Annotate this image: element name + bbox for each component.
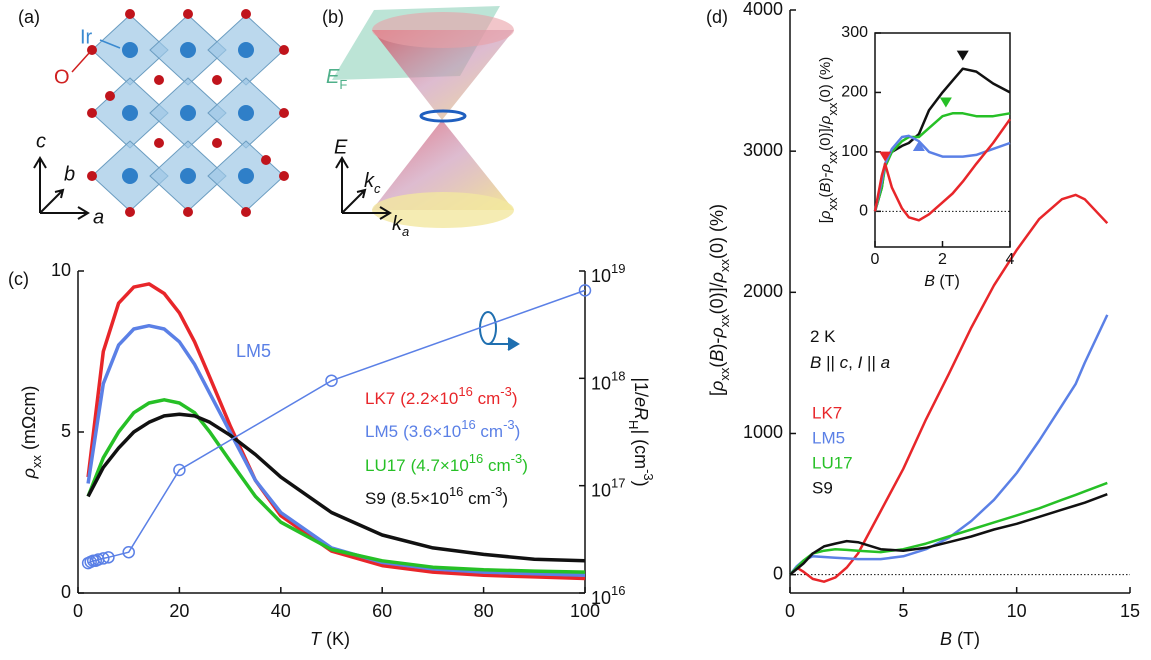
y-tick-label: 0 — [61, 582, 71, 602]
x-axis-label: B (T) — [940, 629, 980, 649]
y2-tick-label: 1019 — [591, 261, 626, 286]
legend-entry: LM5 — [812, 428, 845, 447]
y-axis-label: [ρxx(B)-ρxx(0)]/ρxx(0) (%) — [817, 57, 840, 223]
axis-label: ka — [392, 213, 409, 239]
data-line — [789, 493, 1108, 576]
y-tick-label: 3000 — [743, 140, 783, 160]
x-tick-label: 4 — [1006, 251, 1015, 268]
fermi-label: EF — [326, 66, 347, 92]
legend-entry: LU17 — [812, 453, 853, 472]
data-line — [789, 314, 1109, 576]
data-line — [873, 118, 1012, 222]
x-tick-label: 5 — [898, 601, 908, 621]
data-line — [873, 134, 1011, 212]
y2-tick-label: 1016 — [591, 583, 626, 608]
y-tick-label: 1000 — [743, 422, 783, 442]
data-point — [325, 374, 338, 387]
legend-entry: LM5 (3.6×1016 cm-3) — [365, 417, 520, 442]
peak-marker — [879, 151, 892, 162]
data-point — [97, 552, 110, 565]
connector-line — [87, 289, 586, 564]
x-tick-label: 60 — [372, 601, 392, 621]
legend-entry: LK7 — [812, 403, 842, 422]
y-tick-label: 4000 — [743, 0, 783, 19]
axis-label: E — [334, 136, 348, 158]
legend-entry: LU17 (4.7×1016 cm-3) — [365, 451, 528, 476]
y2-axis-label: |1/eRH| (cm-3) — [626, 377, 656, 486]
data-line — [789, 193, 1109, 583]
data-line — [789, 481, 1108, 576]
data-point — [173, 463, 186, 477]
crystal-structure — [33, 9, 289, 220]
x-tick-label: 0 — [73, 601, 83, 621]
annotation: 2 K — [810, 327, 836, 346]
x-axis-label: T (K) — [310, 629, 350, 649]
data-line — [86, 282, 586, 581]
axis-label: kc — [364, 170, 381, 196]
x-tick-label: 15 — [1120, 601, 1140, 621]
legend-entry: S9 — [812, 478, 833, 497]
y2-tick-label: 1018 — [591, 368, 626, 393]
x-tick-label: 100 — [570, 601, 600, 621]
data-point — [122, 545, 135, 559]
y-tick-label: 10 — [51, 260, 71, 280]
annotation: B || c, I || a — [810, 353, 890, 372]
x-tick-label: 40 — [271, 601, 291, 621]
axis-switch-arrow — [479, 311, 520, 351]
peak-marker — [939, 97, 952, 108]
axis-label: a — [93, 206, 104, 228]
y-tick-label: 2000 — [743, 281, 783, 301]
axis-label: b — [64, 163, 75, 185]
panel-label: (a) — [18, 7, 40, 27]
inset-background — [875, 33, 1010, 247]
y-axis-label: [ρxx(B)-ρxx(0)]/ρxx(0) (%) — [707, 204, 732, 396]
atom-label: O — [54, 66, 70, 88]
y-tick-label: 100 — [841, 143, 868, 160]
x-tick-label: 0 — [785, 601, 795, 621]
y-tick-label: 0 — [773, 563, 783, 583]
panel-label: (c) — [8, 269, 29, 289]
axis-label: c — [36, 130, 46, 152]
x-tick-label: 2 — [938, 251, 947, 268]
x-tick-label: 10 — [1007, 601, 1027, 621]
series-label: LM5 — [236, 341, 271, 361]
x-tick-label: 0 — [871, 251, 880, 268]
data-line — [86, 412, 586, 563]
legend-entry: S9 (8.5×1016 cm-3) — [365, 484, 508, 509]
y-axis-label: ρxx (mΩcm) — [19, 386, 44, 480]
y-tick-label: 200 — [841, 84, 868, 101]
x-axis-label: B (T) — [924, 273, 960, 290]
data-point — [578, 284, 592, 297]
x-tick-label: 20 — [169, 601, 189, 621]
y2-tick-label: 1017 — [591, 476, 626, 501]
panel-label: (b) — [322, 7, 344, 27]
legend-entry: LK7 (2.2×1016 cm-3) — [365, 384, 517, 409]
data-point — [102, 551, 115, 564]
atom-label: Ir — [80, 26, 93, 48]
y-tick-label: 5 — [61, 421, 71, 441]
peak-marker — [912, 140, 925, 151]
y-tick-label: 0 — [859, 203, 868, 220]
data-line — [86, 323, 586, 578]
y-tick-label: 300 — [841, 24, 868, 41]
dirac-cone — [332, 6, 514, 228]
x-tick-label: 80 — [474, 601, 494, 621]
peak-marker — [956, 50, 969, 61]
panel-label: (d) — [706, 7, 728, 27]
